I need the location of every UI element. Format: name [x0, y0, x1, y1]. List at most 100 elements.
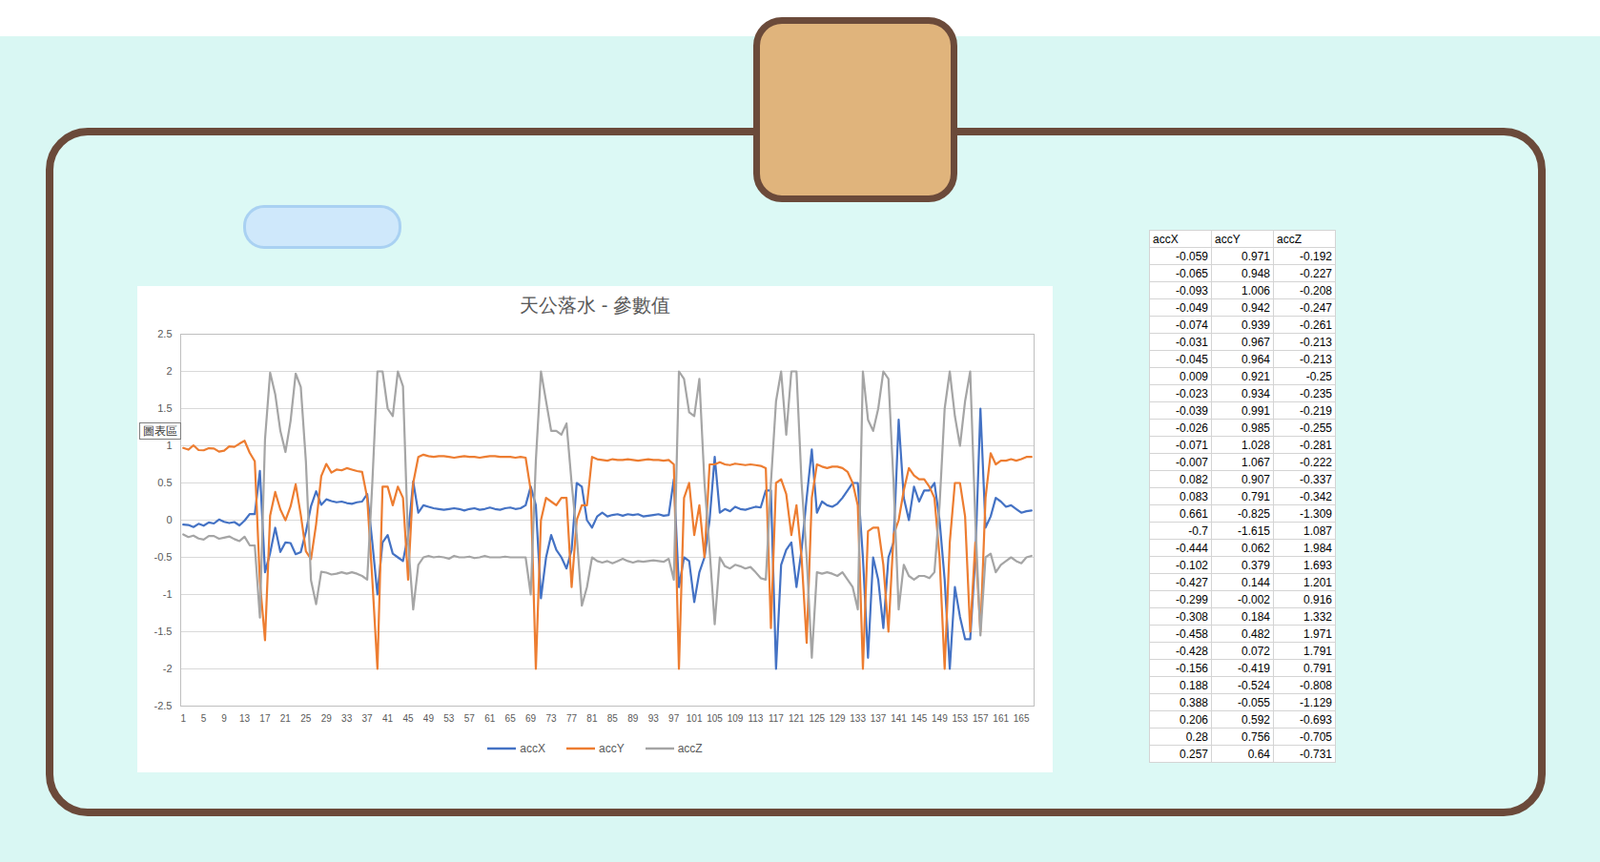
- html-text:1.971: 1.971: [1303, 626, 1333, 641]
- html-text:0.592: 0.592: [1241, 712, 1271, 727]
- svg-text:97: 97: [668, 713, 680, 724]
- svg-text:93: 93: [648, 713, 660, 724]
- svg-text:37: 37: [362, 713, 374, 724]
- svg-text:133: 133: [849, 713, 866, 724]
- svg-text:-2: -2: [163, 662, 173, 675]
- html-text:-0.074: -0.074: [1175, 317, 1209, 332]
- html-text:1.332: 1.332: [1303, 609, 1333, 624]
- svg-text:1: 1: [165, 439, 172, 452]
- svg-text:157: 157: [972, 713, 989, 724]
- html-text:0.756: 0.756: [1241, 729, 1271, 744]
- svg-text:45: 45: [402, 713, 414, 724]
- html-text:-0.693: -0.693: [1299, 712, 1333, 727]
- svg-text:2: 2: [165, 365, 172, 377]
- html-text:-0.093: -0.093: [1175, 283, 1209, 298]
- html-text:0.661: 0.661: [1179, 506, 1209, 521]
- html-text:accZ: accZ: [1276, 232, 1302, 246]
- html-text:-0.458: -0.458: [1175, 626, 1209, 641]
- html-text:-0.308: -0.308: [1175, 609, 1209, 624]
- svg-text:81: 81: [586, 713, 598, 724]
- svg-text:5: 5: [201, 713, 207, 724]
- html-text:0.948: 0.948: [1241, 266, 1271, 280]
- svg-text:0.5: 0.5: [157, 476, 172, 489]
- svg-text:153: 153: [951, 713, 968, 724]
- svg-text:77: 77: [566, 713, 578, 724]
- html-text:-0.227: -0.227: [1299, 266, 1333, 280]
- html-text:-0.192: -0.192: [1299, 249, 1333, 263]
- svg-text:-1: -1: [163, 588, 173, 600]
- html-text:圖表區: 圖表區: [143, 424, 178, 438]
- svg-text:89: 89: [627, 713, 639, 724]
- html-text:-0.208: -0.208: [1299, 283, 1333, 298]
- svg-text:145: 145: [911, 713, 928, 724]
- svg-text:125: 125: [808, 713, 825, 724]
- html-text:1.006: 1.006: [1241, 283, 1271, 298]
- html-text:-0.247: -0.247: [1299, 300, 1333, 315]
- html-text:accY: accY: [1214, 232, 1241, 246]
- svg-text:1.5: 1.5: [157, 402, 172, 414]
- svg-text:29: 29: [321, 713, 333, 724]
- svg-text:49: 49: [423, 713, 435, 724]
- html-text:0.991: 0.991: [1241, 403, 1271, 418]
- html-text:-1.615: -1.615: [1237, 523, 1271, 538]
- svg-text:105: 105: [706, 713, 723, 724]
- html-text:0.482: 0.482: [1241, 626, 1271, 641]
- svg-text:9: 9: [221, 713, 227, 724]
- html-text:accY: accY: [598, 741, 625, 756]
- html-text:-0.705: -0.705: [1299, 729, 1333, 744]
- svg-text:141: 141: [890, 713, 907, 724]
- svg-text:25: 25: [300, 713, 312, 724]
- html-text:0.28: 0.28: [1185, 729, 1209, 744]
- svg-text:117: 117: [768, 713, 784, 724]
- html-text:-0.059: -0.059: [1175, 249, 1209, 263]
- html-text:accZ: accZ: [677, 741, 703, 756]
- html-text:-0.026: -0.026: [1175, 420, 1209, 435]
- svg-text:21: 21: [280, 713, 292, 724]
- html-text:-0.7: -0.7: [1188, 523, 1209, 538]
- html-text:accX: accX: [1152, 232, 1179, 246]
- svg-text:-2.5: -2.5: [154, 699, 173, 712]
- html-text:天公落水 - 參數值: 天公落水 - 參數值: [519, 294, 671, 316]
- svg-text:73: 73: [545, 713, 557, 724]
- svg-text:101: 101: [686, 713, 703, 724]
- svg-text:161: 161: [992, 713, 1009, 724]
- html-text:0.985: 0.985: [1241, 420, 1271, 435]
- svg-text:17: 17: [259, 713, 271, 724]
- html-text:0.971: 0.971: [1241, 249, 1271, 263]
- html-text:-0.219: -0.219: [1299, 403, 1333, 418]
- svg-text:65: 65: [505, 713, 517, 724]
- svg-text:57: 57: [464, 713, 476, 724]
- html-text:0.942: 0.942: [1241, 300, 1271, 315]
- svg-text:149: 149: [931, 713, 948, 724]
- html-text:0.939: 0.939: [1241, 317, 1271, 332]
- svg-text:53: 53: [443, 713, 455, 724]
- svg-text:1: 1: [180, 713, 186, 724]
- svg-text:165: 165: [1013, 713, 1030, 724]
- svg-text:2.5: 2.5: [157, 328, 172, 340]
- svg-text:69: 69: [525, 713, 537, 724]
- svg-text:13: 13: [239, 713, 251, 724]
- svg-text:41: 41: [382, 713, 394, 724]
- svg-text:129: 129: [829, 713, 846, 724]
- svg-text:109: 109: [727, 713, 744, 724]
- html-text:-0.065: -0.065: [1175, 266, 1209, 280]
- html-text:accX: accX: [519, 741, 546, 756]
- html-text:0.206: 0.206: [1179, 712, 1209, 727]
- svg-text:61: 61: [484, 713, 496, 724]
- html-text:-0.049: -0.049: [1175, 300, 1209, 315]
- svg-text:0: 0: [165, 513, 172, 526]
- html-text:-0.261: -0.261: [1299, 317, 1333, 332]
- html-text:-1.309: -1.309: [1299, 506, 1333, 521]
- svg-text:85: 85: [607, 713, 619, 724]
- svg-text:137: 137: [870, 713, 887, 724]
- html-text:-0.825: -0.825: [1237, 506, 1271, 521]
- html-text:0.184: 0.184: [1241, 609, 1271, 624]
- svg-text:-0.5: -0.5: [154, 551, 173, 563]
- svg-text:33: 33: [341, 713, 353, 724]
- svg-text:113: 113: [747, 713, 763, 724]
- svg-text:121: 121: [788, 713, 805, 724]
- svg-text:-1.5: -1.5: [154, 625, 173, 637]
- html-text:-0.039: -0.039: [1175, 403, 1209, 418]
- html-text:-0.255: -0.255: [1299, 420, 1333, 435]
- html-text:1.087: 1.087: [1303, 523, 1333, 538]
